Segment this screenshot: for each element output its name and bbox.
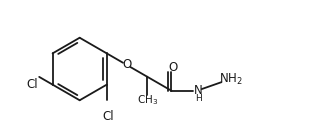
- Text: Cl: Cl: [27, 78, 38, 91]
- Text: O: O: [122, 58, 131, 71]
- Text: NH$_2$: NH$_2$: [219, 72, 243, 87]
- Text: Cl: Cl: [102, 110, 114, 123]
- Text: O: O: [169, 61, 178, 74]
- Text: N: N: [193, 84, 202, 97]
- Text: H: H: [195, 94, 202, 103]
- Text: CH$_3$: CH$_3$: [137, 94, 158, 107]
